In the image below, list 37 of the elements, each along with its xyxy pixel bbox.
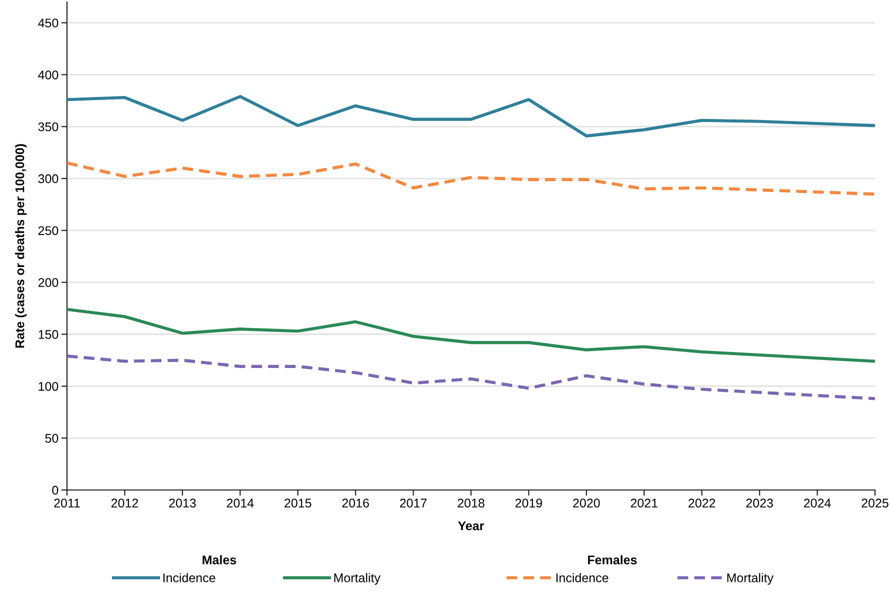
y-tick-label: 100 (38, 382, 58, 391)
text: Males (202, 555, 236, 564)
x-tick-label: 2016 (342, 498, 369, 508)
x-tick-label: 2021 (630, 498, 658, 508)
line-series (67, 94, 875, 138)
x-tick-label: 2024 (804, 498, 831, 508)
y-tick-label: 150 (38, 330, 58, 339)
line-series (67, 354, 875, 400)
x-tick-label: 2015 (284, 498, 312, 508)
x-tick-label: 2012 (111, 498, 138, 508)
y-tick-label: 300 (38, 174, 58, 184)
x-tick-label: 2025 (862, 498, 888, 508)
x-tick-label: 2017 (400, 498, 427, 508)
x-tick-label: 2011 (54, 498, 80, 508)
line-series (67, 308, 875, 363)
y-axis-title: Rate (cases or deaths per 100,000) (15, 144, 27, 348)
y-tick-label: 50 (45, 434, 58, 443)
legend-label: Mortality (727, 573, 774, 585)
y-tick-label: 400 (38, 70, 58, 80)
x-tick-label: 2023 (746, 498, 773, 508)
y-tick-label: 350 (38, 122, 58, 132)
legend-label: Incidence (556, 573, 608, 582)
line-series (67, 161, 875, 196)
y-tick-label: 200 (38, 278, 58, 287)
text: Females (588, 555, 637, 564)
x-axis-title: Year (458, 522, 484, 530)
y-tick-label: 450 (38, 18, 58, 28)
x-tick-label: 2020 (573, 498, 600, 508)
y-tick-label: 0 (52, 486, 58, 495)
x-tick-label: 2022 (688, 498, 716, 508)
y-tick-label: 250 (38, 226, 58, 236)
x-tick-label: 2019 (515, 498, 542, 508)
x-tick-label: 2018 (458, 498, 484, 508)
x-tick-label: 2013 (169, 498, 196, 508)
legend-label: Mortality (334, 573, 380, 585)
legend-label: Incidence (163, 573, 216, 582)
x-tick-label: 2014 (226, 498, 254, 508)
